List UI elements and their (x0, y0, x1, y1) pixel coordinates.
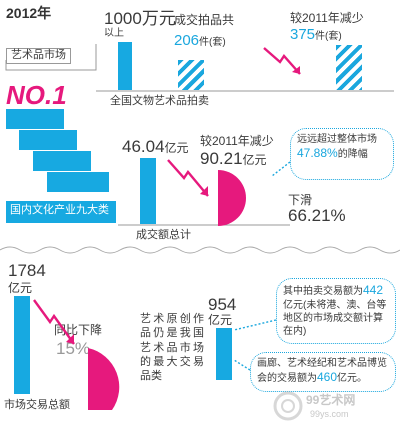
gallery-share-callout: 画廊、艺术经纪和艺术品博览会的交易额为460亿元。 (250, 352, 396, 392)
market-down-arrow (33, 299, 75, 345)
art-unit: 亿元 (208, 313, 233, 327)
wave-divider (0, 246, 400, 254)
lots-over-unit: 以上 (104, 28, 124, 39)
art-category-text: 艺术原创作品仍是我国艺术品市场的最大交易品类 (140, 313, 204, 383)
bar-lots-decrease-hatched (336, 45, 362, 90)
turnover-unit: 亿元 (164, 141, 189, 155)
market-decline-shape (88, 348, 120, 410)
turnover-caption: 成交额总计 (136, 229, 191, 241)
turnover-drop-label: 下滑 (288, 193, 313, 207)
sold-value: 206 (174, 32, 200, 49)
sold-label: 成交拍品共 (174, 13, 235, 27)
turnover-callout-line1: 远远超过整体市场 (297, 134, 377, 145)
callout2-value: 460 (317, 370, 338, 384)
industry-step-4 (46, 171, 110, 193)
bar-turnover (140, 158, 156, 224)
art-value: 954 (208, 295, 237, 314)
bar-lots-over (118, 42, 132, 90)
market-caption: 市场交易总额 (4, 399, 70, 411)
nine-industries-label: 国内文化产业九大类 (10, 204, 109, 216)
turnover-decrease-value: 90.21 (200, 149, 243, 168)
lots-decrease-unit: 件(套) (315, 31, 342, 42)
auction-share-callout: 其中拍卖交易额为442 亿元(未将港、澳、台等地区的市场成交额计算在内) (276, 278, 396, 344)
callout1-pre: 其中拍卖交易额为 (283, 286, 363, 297)
lots-decrease-value: 375 (290, 26, 316, 43)
turnover-drop-value: 66.21% (288, 206, 346, 225)
turnover-decrease-label: 较2011年减少 (200, 134, 274, 148)
turnover-callout-value: 47.88% (297, 146, 338, 160)
turnover-down-arrow (167, 159, 209, 197)
lots-decrease-label: 较2011年减少 (290, 11, 364, 25)
turnover-callout: 远远超过整体市场 47.88%的降幅 (290, 128, 394, 180)
market-yoy-value: 15% (56, 339, 91, 358)
art-market-badge: 艺术品市场 (6, 48, 71, 64)
turnover-value: 46.04 (122, 137, 165, 156)
turnover-callout-pointer (271, 161, 291, 177)
rank-no1: NO.1 (6, 80, 67, 110)
bar-sold-hatched (178, 60, 204, 90)
auction-callout-pointer (233, 319, 277, 331)
turnover-decline-shape (218, 170, 246, 226)
bar-market-total (14, 296, 30, 394)
callout1-post: 亿元(未将港、澳、台等地区的市场成交额计算在内) (283, 299, 387, 337)
badge-connector (5, 44, 97, 71)
watermark-domain: 99ys.com (310, 409, 349, 419)
sold-unit: 件(套) (199, 37, 226, 48)
turnover-decrease-unit: 亿元 (242, 153, 267, 167)
industry-step-base (5, 200, 117, 224)
callout1-value: 442 (363, 283, 384, 297)
gallery-callout-pointer (233, 359, 251, 371)
lots-over-value: 1000万元 (104, 9, 176, 28)
market-total-unit: 亿元 (8, 281, 33, 295)
lots-down-arrow (263, 47, 301, 75)
callout2-post: 亿元。 (337, 373, 368, 384)
watermark-site: 99艺术网 (306, 393, 356, 407)
auction-caption: 全国文物艺术品拍卖 (110, 95, 209, 107)
year-label: 2012年 (6, 5, 52, 21)
market-total-value: 1784 (8, 261, 46, 280)
bar-art-original (216, 328, 232, 380)
watermark-logo (273, 391, 303, 421)
callout2-pre: 画廊、艺术经纪和艺术品博览会的交易额为 (257, 358, 387, 384)
turnover-callout-suffix: 的降幅 (337, 149, 368, 160)
